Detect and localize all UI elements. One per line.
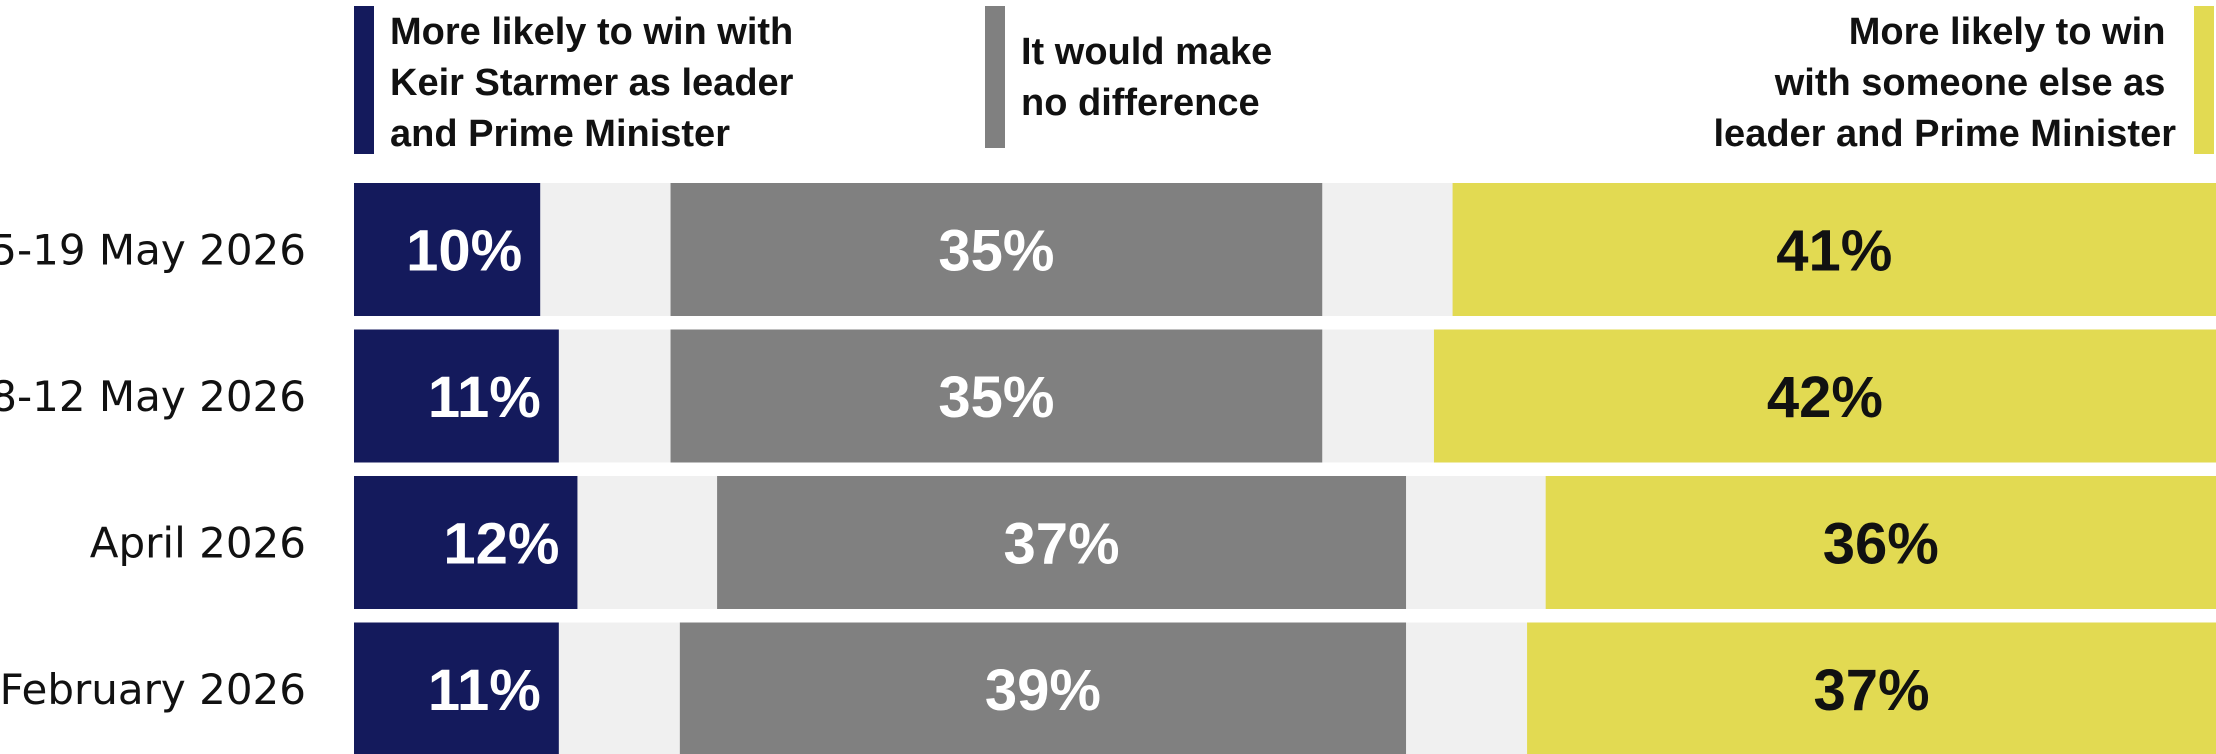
data-label-no-difference: 37% (1004, 512, 1120, 577)
legend-label-starmer-line-1: More likely to win with (390, 11, 793, 53)
data-label-starmer: 11% (428, 658, 541, 723)
legend-swatch-starmer (354, 6, 374, 154)
legend-swatch-someone-else (2194, 6, 2214, 154)
bar-row-15-19-may-2026: 15-19 May 2026 10% 35% 41% (0, 183, 2216, 316)
legend-label-someone-else-line-3: leader and Prime Minister (1714, 113, 2177, 155)
data-label-someone-else: 37% (1813, 658, 1929, 723)
row-label: February 2026 (0, 665, 306, 714)
row-label: 8-12 May 2026 (0, 372, 306, 421)
bar-segment-starmer (354, 476, 578, 609)
legend-label-someone-else-line-2: with someone else as (1774, 62, 2166, 104)
bar-segment-someone-else (1527, 622, 2216, 754)
legend-label-starmer-line-2: Keir Starmer as leader (390, 62, 794, 104)
data-label-starmer: 12% (443, 512, 559, 577)
bar-segment-starmer (354, 183, 541, 316)
legend-label-no-difference-line-2: no difference (1021, 82, 1260, 124)
bar-segment-someone-else (1433, 329, 2216, 463)
data-label-someone-else: 36% (1823, 512, 1939, 577)
bar-row-april-2026: April 2026 12% 37% 36% (90, 476, 2216, 609)
legend-label-no-difference-line-1: It would make (1021, 31, 1272, 73)
bar-segment-someone-else (1452, 183, 2216, 316)
legend-label-no-difference: It would make no difference (1021, 31, 1283, 124)
data-label-no-difference: 35% (938, 219, 1054, 284)
data-label-starmer: 11% (428, 365, 541, 430)
row-label: 15-19 May 2026 (0, 226, 306, 275)
bar-segment-no-difference (670, 329, 1323, 463)
bar-row-february-2026: February 2026 11% 39% 37% (0, 622, 2216, 754)
bar-segment-starmer (354, 622, 559, 754)
legend-label-starmer-line-3: and Prime Minister (390, 113, 730, 155)
data-label-someone-else: 41% (1776, 219, 1892, 284)
legend-label-someone-else: More likely to win with someone else as … (1714, 11, 2177, 155)
bars-layer: 15-19 May 2026 10% 35% 41% 8-12 May 2026 11% 3… (0, 183, 2216, 754)
legend: More likely to win with Keir Starmer as … (354, 6, 2214, 155)
legend-label-starmer: More likely to win with Keir Starmer as … (390, 11, 804, 155)
bar-segment-no-difference (717, 476, 1407, 609)
data-label-no-difference: 35% (938, 365, 1054, 430)
data-label-no-difference: 39% (985, 658, 1101, 723)
legend-label-someone-else-line-1: More likely to win (1849, 11, 2166, 53)
bar-segment-no-difference (679, 622, 1407, 754)
bar-segment-starmer (354, 329, 559, 463)
row-label: April 2026 (90, 519, 306, 568)
data-label-starmer: 10% (406, 219, 522, 284)
bar-segment-someone-else (1545, 476, 2216, 609)
data-label-someone-else: 42% (1767, 365, 1883, 430)
bar-segment-no-difference (670, 183, 1323, 316)
legend-swatch-no-difference (985, 6, 1005, 148)
bar-row-8-12-may-2026: 8-12 May 2026 11% 35% 42% (0, 329, 2216, 463)
